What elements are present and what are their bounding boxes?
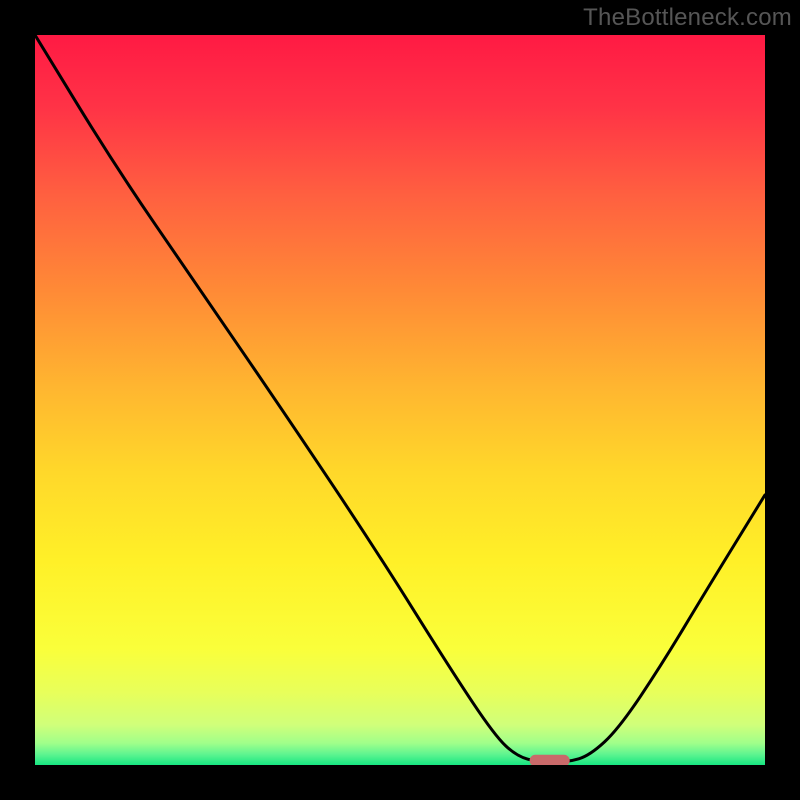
gradient-rect [35, 35, 765, 765]
watermark-text: TheBottleneck.com [583, 4, 792, 32]
plot-area [35, 35, 765, 765]
gradient-background [35, 35, 765, 765]
